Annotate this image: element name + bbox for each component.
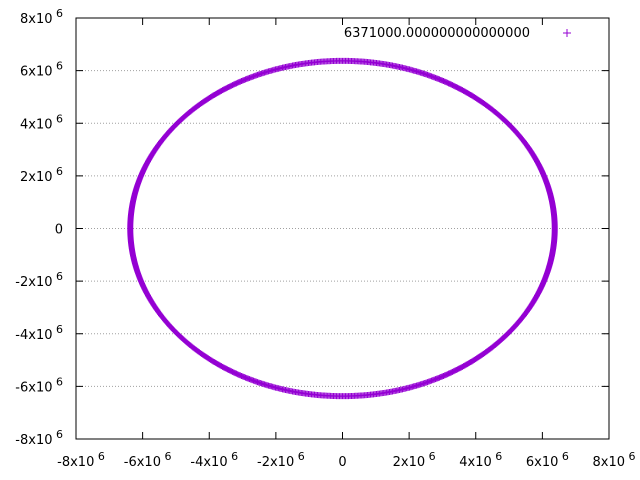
y-tick-label-base: -6x10 (15, 380, 52, 395)
x-tick-label: -6x10 6 (124, 450, 172, 470)
series-points (127, 57, 558, 400)
x-tick-label-base: 6x10 (526, 455, 559, 470)
y-tick-label-base: -4x10 (15, 328, 52, 343)
y-tick-label-base: 4x10 (20, 117, 53, 132)
y-tick-label: 8x10 6 (20, 7, 63, 27)
x-tick-label-exponent: 6 (294, 450, 305, 463)
y-tick-label: -6x10 6 (15, 375, 63, 395)
x-tick-label-exponent: 6 (492, 450, 503, 463)
legend-series-label: 6371000.000000000000000 (344, 26, 530, 41)
x-tick-label-base: 2x10 (393, 455, 426, 470)
x-tick-label-base: -4x10 (190, 455, 227, 470)
x-tick-label: -8x10 6 (57, 450, 105, 470)
y-tick-label: 6x10 6 (20, 60, 63, 80)
x-tick-label-exponent: 6 (625, 450, 636, 463)
legend-plus-marker (563, 29, 571, 37)
x-tick-label: 6x10 6 (526, 450, 569, 470)
x-tick-label-base: 4x10 (459, 455, 492, 470)
x-tick-label-exponent: 6 (228, 450, 239, 463)
x-tick-label-base: 8x10 (592, 455, 625, 470)
y-tick-label-exponent: 6 (53, 270, 64, 283)
legend: 6371000.000000000000000 (344, 26, 571, 41)
x-tick-label: -4x10 6 (190, 450, 238, 470)
y-tick-label: 2x10 6 (20, 165, 63, 185)
y-tick-label-exponent: 6 (53, 112, 64, 125)
y-tick-label-base: 0 (55, 223, 63, 238)
y-tick-label-exponent: 6 (53, 323, 64, 336)
grid-lines (76, 70, 609, 387)
x-tick-label: 2x10 6 (393, 450, 436, 470)
y-tick-label-exponent: 6 (53, 428, 64, 441)
x-tick-label-exponent: 6 (425, 450, 436, 463)
x-tick-label: -2x10 6 (257, 450, 305, 470)
x-tick-label-base: -6x10 (124, 455, 161, 470)
x-axis-tick-labels: -8x10 6 -6x10 6 -4x10 6 -2x10 6 0 2x10 6 4x10 … (57, 450, 635, 470)
y-tick-label: -2x10 6 (15, 270, 63, 290)
y-tick-label-base: -8x10 (15, 433, 52, 448)
y-tick-label-base: 8x10 (20, 12, 53, 27)
data-series (127, 57, 558, 400)
axis-ticks (75, 17, 610, 440)
x-tick-label-exponent: 6 (558, 450, 569, 463)
x-tick-label-base: 0 (338, 455, 346, 470)
y-tick-label: 0 (55, 223, 63, 238)
legend-marker (563, 29, 571, 37)
x-tick-label-exponent: 6 (94, 450, 105, 463)
x-tick-label-base: -2x10 (257, 455, 294, 470)
x-tick-label-exponent: 6 (161, 450, 172, 463)
y-tick-label-base: 2x10 (20, 170, 53, 185)
y-tick-label: -4x10 6 (15, 323, 63, 343)
y-tick-label-exponent: 6 (53, 165, 64, 178)
y-tick-label-base: 6x10 (20, 65, 53, 80)
y-tick-label-base: -2x10 (15, 275, 52, 290)
x-tick-label-base: -8x10 (57, 455, 94, 470)
y-tick-label: -8x10 6 (15, 428, 63, 448)
y-tick-label-exponent: 6 (53, 60, 64, 73)
x-tick-label: 8x10 6 (592, 450, 635, 470)
y-tick-label-exponent: 6 (53, 7, 64, 20)
x-tick-label: 4x10 6 (459, 450, 502, 470)
x-tick-label: 0 (338, 455, 346, 470)
y-tick-label-exponent: 6 (53, 375, 64, 388)
y-tick-label: 4x10 6 (20, 112, 63, 132)
